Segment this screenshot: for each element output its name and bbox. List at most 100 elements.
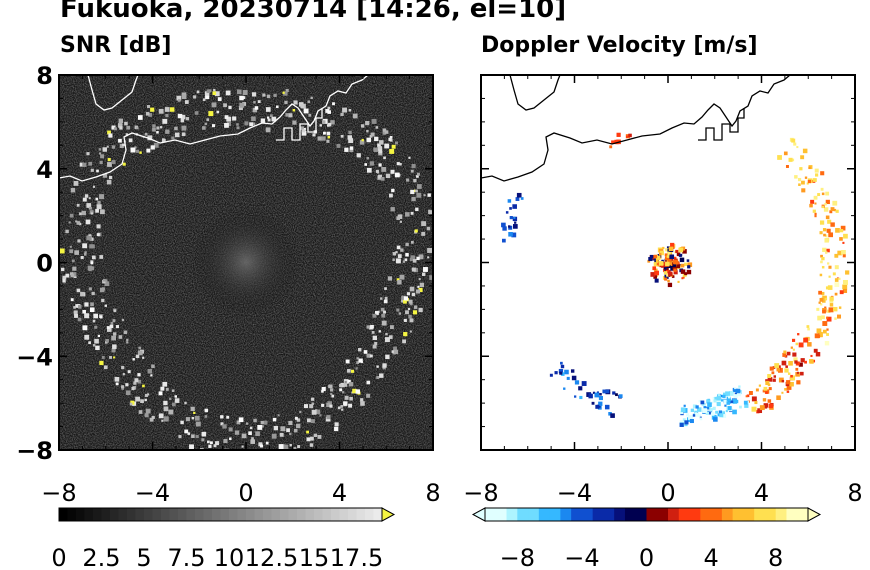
snr-colorbar-cell — [322, 508, 332, 521]
snr-echo-pixel — [294, 416, 298, 420]
snr-echo-pixel — [340, 382, 345, 388]
velocity-echo-pixel — [706, 399, 711, 404]
velocity-colorbar-cell — [786, 508, 798, 521]
snr-echo-pixel — [90, 302, 94, 307]
snr-coastline-port — [276, 108, 323, 141]
snr-echo-pixel — [113, 332, 117, 336]
velocity-echo-pixel — [653, 268, 658, 273]
snr-echo-pixel — [299, 410, 302, 414]
snr-echo-pixel — [84, 334, 90, 340]
velocity-echo-pixel — [563, 387, 566, 390]
snr-echo-pixel — [88, 341, 91, 345]
snr-echo-pixel — [278, 444, 284, 449]
snr-echo-pixel — [348, 130, 352, 135]
velocity-echo-pixel — [566, 376, 570, 380]
velocity-echo-pixel — [763, 386, 768, 391]
velocity-echo-pixel — [720, 394, 723, 397]
velocity-echo-pixel — [785, 165, 789, 168]
snr-echo-pixel — [396, 162, 400, 166]
velocity-colorbar-tick-label: −8 — [500, 544, 535, 570]
velocity-xtick-label: −4 — [557, 479, 592, 507]
snr-colorbar-tick-label: 12.5 — [245, 544, 298, 570]
snr-echo-pixel — [332, 102, 335, 106]
velocity-echo-pixel — [821, 265, 825, 269]
snr-echo-pixel — [84, 302, 89, 307]
snr-echo-pixel — [216, 110, 220, 114]
snr-colorbar-tick-label: 2.5 — [82, 544, 120, 570]
snr-echo-pixel — [263, 420, 268, 425]
snr-echo-pixel — [421, 231, 426, 236]
velocity-echo-pixel — [678, 247, 684, 253]
velocity-echo-pixel — [690, 408, 695, 412]
velocity-echo-pixel — [712, 406, 716, 410]
snr-echo-group — [59, 88, 433, 450]
snr-echo-pixel — [251, 92, 257, 97]
velocity-echo-pixel — [812, 359, 816, 363]
snr-echo-pixel — [361, 138, 364, 142]
velocity-echo-pixel — [803, 337, 809, 343]
velocity-echo-pixel — [822, 295, 827, 301]
velocity-echo-pixel — [824, 297, 828, 301]
velocity-echo-pixel — [713, 417, 718, 422]
snr-echo-pixel — [406, 292, 411, 296]
snr-echo-pixel — [95, 345, 100, 351]
velocity-colorbar-cell — [657, 508, 669, 521]
velocity-echo-pixel — [814, 168, 819, 173]
snr-echo-pixel — [340, 112, 344, 117]
velocity-echo-pixel — [676, 252, 681, 257]
velocity-echo-pixel — [707, 402, 712, 407]
velocity-echo-pixel — [515, 197, 520, 201]
velocity-echo-pixel — [708, 406, 712, 409]
snr-echo-pixel — [396, 308, 400, 312]
snr-echo-pixel — [97, 334, 101, 338]
snr-colorbar-labels: 0 2.5 5 7.5 10 12.5 15 17.5 — [51, 544, 383, 570]
snr-echo-pixel — [405, 242, 409, 247]
velocity-echo-pixel — [777, 365, 781, 369]
snr-echo-pixel — [201, 438, 205, 442]
velocity-echo-pixel — [738, 385, 741, 388]
velocity-echo-pixel — [748, 391, 753, 395]
snr-echo-pixel — [428, 210, 433, 215]
snr-echo-pixel — [393, 346, 397, 351]
snr-echo-pixel — [289, 432, 292, 436]
snr-echo-pixel — [151, 415, 155, 420]
snr-echo-pixel — [402, 339, 407, 344]
velocity-echo-pixel — [501, 222, 506, 228]
velocity-echo-pixel — [608, 412, 612, 416]
velocity-echo-pixel — [673, 270, 678, 275]
snr-echo-pixel — [411, 196, 416, 202]
velocity-echo-pixel — [794, 360, 798, 364]
velocity-echo-pixel — [786, 390, 790, 393]
velocity-echo-pixel — [826, 333, 829, 336]
snr-echo-pixel — [150, 107, 155, 112]
snr-echo-pixel — [410, 255, 416, 261]
snr-echo-pixel — [106, 327, 112, 332]
velocity-echo-pixel — [668, 271, 673, 277]
velocity-echo-pixel — [837, 250, 842, 256]
snr-echo-pixel — [360, 398, 364, 402]
velocity-echo-pixel — [828, 275, 831, 278]
velocity-echo-pixel — [763, 403, 769, 408]
velocity-echo-pixel — [822, 299, 826, 303]
snr-echo-pixel — [242, 90, 248, 96]
snr-echo-pixel — [232, 116, 237, 121]
velocity-echo-pixel — [673, 259, 679, 265]
velocity-echo-pixel — [502, 226, 507, 231]
velocity-echo-pixel — [774, 363, 780, 368]
velocity-echo-pixel — [786, 351, 791, 356]
velocity-coastline — [481, 75, 791, 182]
snr-echo-pixel — [195, 434, 199, 439]
snr-echo-pixel — [153, 142, 159, 148]
snr-echo-pixel — [174, 398, 180, 403]
snr-echo-pixel — [118, 138, 122, 143]
snr-echo-pixel — [257, 424, 263, 430]
velocity-echo-pixel — [574, 380, 580, 385]
snr-echo-pixel — [416, 172, 420, 176]
velocity-echo-pixel — [664, 258, 669, 263]
snr-echo-pixel — [88, 287, 92, 291]
velocity-echo-pixel — [672, 260, 676, 264]
velocity-echo-pixel — [604, 404, 610, 410]
velocity-echo-pixel — [784, 387, 787, 391]
snr-echo-pixel — [412, 310, 418, 315]
snr-echo-pixel — [339, 383, 343, 388]
